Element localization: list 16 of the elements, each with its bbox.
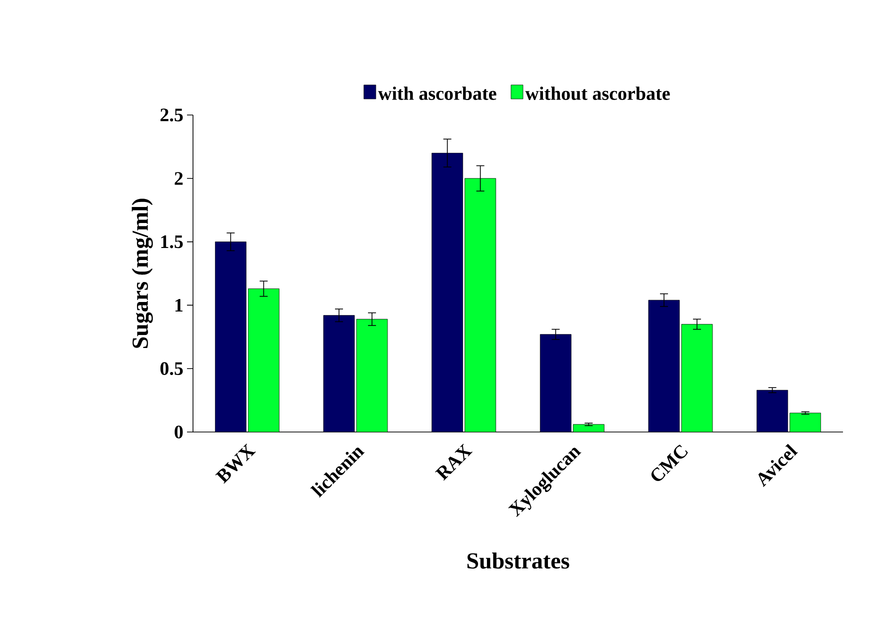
bar <box>323 315 355 432</box>
y-axis-title: Sugars (mg/ml) <box>132 198 153 348</box>
bar <box>648 300 680 432</box>
y-tick-label: 2 <box>174 172 183 185</box>
x-axis-title: Substrates <box>467 552 570 569</box>
y-tick-label: 0 <box>174 426 183 438</box>
legend-label: without ascorbate <box>525 86 670 100</box>
bar <box>432 152 464 432</box>
bar <box>540 334 572 432</box>
y-tick-label: 2.5 <box>160 108 183 122</box>
bar <box>214 242 246 432</box>
y-tick-label: 0.5 <box>160 362 183 376</box>
legend-label: with ascorbate <box>378 86 496 100</box>
bar <box>756 390 788 432</box>
y-tick-label: 1.5 <box>161 235 183 248</box>
y-tick-label: 1 <box>175 298 182 312</box>
